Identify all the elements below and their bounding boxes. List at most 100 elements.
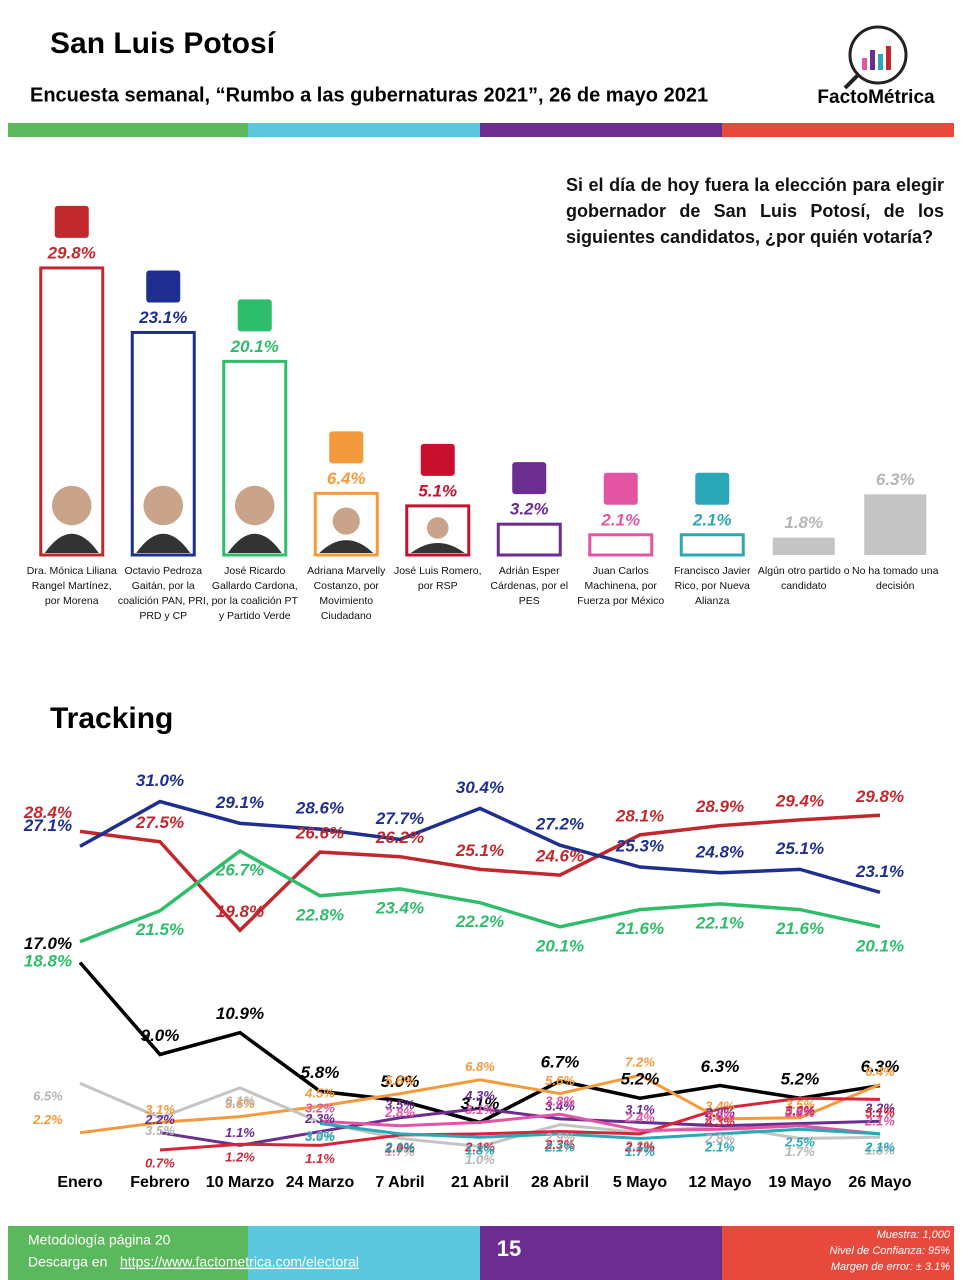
series-line xyxy=(79,1081,881,1149)
value-label: 5.2% xyxy=(781,1070,820,1089)
category-label: Adriana Marvelly Costanzo, por Movimient… xyxy=(307,565,386,622)
series-line xyxy=(79,813,881,933)
value-label: 22.8% xyxy=(295,905,344,924)
value-label: 1.8% xyxy=(865,1143,895,1158)
value-label: 1.1% xyxy=(225,1125,255,1140)
category-label: Octavio Pedroza Gaitán, por la coalición… xyxy=(117,565,209,622)
value-label: 6.3% xyxy=(876,470,915,489)
category-label: No ha tomado una decisión xyxy=(852,565,939,592)
value-label: 4.3% xyxy=(704,1114,735,1129)
subtitle: Encuesta semanal, “Rumbo a las gubernatu… xyxy=(30,84,708,106)
value-label: 25.1% xyxy=(775,839,824,858)
value-label: 3.8% xyxy=(545,1094,575,1109)
series-line xyxy=(319,1112,881,1136)
candidate-photo xyxy=(234,485,275,526)
x-tick-label: Febrero xyxy=(130,1174,190,1191)
series-line xyxy=(79,799,881,895)
value-label: 2.1% xyxy=(600,510,640,529)
value-label: 2.8% xyxy=(784,1105,815,1120)
value-label: 6.7% xyxy=(541,1052,580,1071)
bar xyxy=(772,537,835,555)
value-label: 23.1% xyxy=(138,308,187,327)
value-label: 1.0% xyxy=(465,1152,495,1167)
value-label: 29.8% xyxy=(47,243,96,262)
question: Si el día de hoy fuera la elección para … xyxy=(566,175,944,247)
candidate-photo xyxy=(143,485,184,526)
value-label: 26.2% xyxy=(375,828,424,847)
value-label: 3.1% xyxy=(625,1102,655,1117)
value-label: 20.1% xyxy=(855,936,904,955)
value-label: 26.7% xyxy=(215,860,264,879)
bar xyxy=(679,533,745,557)
party-logo xyxy=(146,270,181,303)
page-number: 15 xyxy=(497,1236,521,1261)
value-label: 2.4% xyxy=(624,1110,655,1125)
value-label: 2.5% xyxy=(784,1135,815,1150)
candidate-photo xyxy=(227,533,282,553)
x-tick-label: 7 Abril xyxy=(375,1174,424,1191)
value-label: 22.1% xyxy=(695,913,744,932)
value-label: 17.0% xyxy=(24,934,72,953)
value-label: 3.2% xyxy=(510,500,549,519)
value-label: 4.5% xyxy=(304,1086,335,1101)
value-label: 1.7% xyxy=(785,1144,815,1159)
value-label: 9.0% xyxy=(141,1026,180,1045)
value-label: 26.6% xyxy=(295,824,344,843)
value-label: 21.5% xyxy=(135,920,184,939)
value-label: 1.7% xyxy=(385,1144,415,1159)
value-label: 28.6% xyxy=(295,799,344,818)
value-label: 5.6% xyxy=(385,1073,415,1088)
value-label: 25.3% xyxy=(615,837,664,856)
value-label: 7.2% xyxy=(625,1055,655,1070)
value-label: 2.1% xyxy=(624,1139,655,1154)
value-label: 5.0% xyxy=(381,1072,420,1091)
footer-method: Metodología página 20 xyxy=(28,1232,171,1248)
color-strip xyxy=(8,123,954,137)
footer-url[interactable]: https://www.factometrica.com/electoral xyxy=(120,1254,359,1270)
x-tick-label: 5 Mayo xyxy=(613,1174,667,1191)
value-label: 4.3% xyxy=(464,1088,495,1103)
value-label: 2.3% xyxy=(544,1137,575,1152)
value-label: 6.8% xyxy=(465,1059,495,1074)
party-logo xyxy=(603,472,638,505)
category-label: Dra. Mónica Liliana Rangel Martínez, por… xyxy=(26,565,117,607)
value-label: 25.1% xyxy=(455,841,504,860)
party-logo xyxy=(237,299,272,332)
candidate-photo xyxy=(136,533,191,553)
value-label: 28.9% xyxy=(695,797,744,816)
value-label: 29.8% xyxy=(855,787,904,806)
value-label: 3.0% xyxy=(785,1103,815,1118)
value-label: 2.0% xyxy=(384,1140,415,1155)
value-label: 6.3% xyxy=(861,1057,900,1076)
page-title: San Luis Potosí xyxy=(50,27,277,60)
series-line xyxy=(79,1073,881,1135)
value-label: 2.2% xyxy=(624,1138,655,1153)
value-label: 2.2% xyxy=(144,1112,175,1127)
candidate-photo xyxy=(319,540,374,553)
category-label: José Luis Romero, por RSP xyxy=(393,565,482,592)
value-label: 5.2% xyxy=(621,1070,660,1089)
value-label: 6.1% xyxy=(225,1093,255,1108)
category-label: Algún otro partido o candidato xyxy=(757,565,850,592)
value-label: 24.8% xyxy=(695,842,744,861)
candidate-photo xyxy=(410,542,465,553)
value-label: 3.5% xyxy=(145,1123,175,1138)
value-label: 20.1% xyxy=(230,337,279,356)
candidate-photo xyxy=(51,485,92,526)
value-label: 3.4% xyxy=(705,1098,735,1113)
value-label: 6.4% xyxy=(865,1064,895,1079)
x-tick-label: 26 Mayo xyxy=(848,1174,911,1191)
footer-error: Margen de error: ± 3.1% xyxy=(831,1261,950,1273)
tracking-title: Tracking xyxy=(50,702,173,735)
x-tick-label: 12 Mayo xyxy=(688,1174,751,1191)
value-label: 1.8% xyxy=(784,513,823,532)
footer-confidence: Nivel de Confianza: 95% xyxy=(830,1245,951,1257)
value-label: 0.7% xyxy=(145,1155,175,1170)
value-label: 2.3% xyxy=(304,1111,335,1126)
value-label: 2.9% xyxy=(544,1130,575,1145)
value-label: 3.1% xyxy=(145,1102,175,1117)
value-label: 21.6% xyxy=(615,919,664,938)
series-line xyxy=(79,848,881,944)
party-logo xyxy=(329,431,364,464)
value-label: 3.5% xyxy=(385,1097,415,1112)
